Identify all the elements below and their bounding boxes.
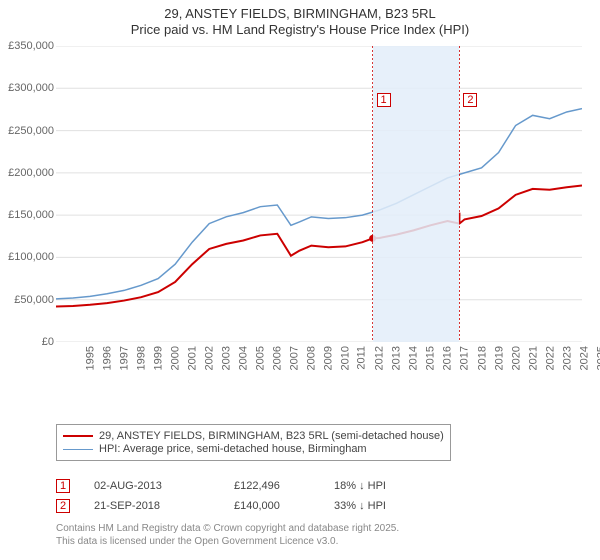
annotation-marker: 1 (377, 93, 391, 107)
x-tick-label: 2000 (170, 346, 182, 370)
footer-line2: This data is licensed under the Open Gov… (56, 535, 399, 548)
highlight-band (373, 46, 460, 342)
x-tick-label: 2017 (459, 346, 471, 370)
x-tick-label: 1996 (102, 346, 114, 370)
x-tick-label: 2025 (595, 346, 600, 370)
x-tick-label: 2019 (493, 346, 505, 370)
chart-svg (56, 46, 582, 342)
legend-swatch (63, 449, 93, 450)
y-tick-label: £250,000 (0, 125, 54, 137)
legend-row: HPI: Average price, semi-detached house,… (63, 443, 444, 455)
x-tick-label: 2001 (187, 346, 199, 370)
transaction-price: £140,000 (234, 500, 334, 512)
x-tick-label: 2004 (238, 346, 250, 370)
x-tick-label: 2015 (425, 346, 437, 370)
y-tick-label: £350,000 (0, 40, 54, 52)
chart-title-block: 29, ANSTEY FIELDS, BIRMINGHAM, B23 5RL P… (0, 0, 600, 37)
y-tick-label: £150,000 (0, 209, 54, 221)
x-tick-label: 2010 (340, 346, 352, 370)
legend: 29, ANSTEY FIELDS, BIRMINGHAM, B23 5RL (… (56, 424, 582, 461)
x-tick-label: 2003 (221, 346, 233, 370)
x-tick-label: 1998 (136, 346, 148, 370)
legend-row: 29, ANSTEY FIELDS, BIRMINGHAM, B23 5RL (… (63, 430, 444, 442)
y-tick-label: £0 (0, 336, 54, 348)
x-tick-label: 2013 (391, 346, 403, 370)
chart-title-line2: Price paid vs. HM Land Registry's House … (0, 22, 600, 37)
y-tick-label: £300,000 (0, 82, 54, 94)
plot-area: 12 (56, 46, 582, 342)
x-tick-label: 2021 (527, 346, 539, 370)
legend-label: HPI: Average price, semi-detached house,… (99, 443, 367, 455)
annotation-marker: 2 (463, 93, 477, 107)
footer: Contains HM Land Registry data © Crown c… (56, 522, 399, 548)
x-tick-label: 2018 (476, 346, 488, 370)
x-tick-label: 2020 (510, 346, 522, 370)
legend-label: 29, ANSTEY FIELDS, BIRMINGHAM, B23 5RL (… (99, 430, 444, 442)
x-tick-label: 2008 (306, 346, 318, 370)
x-tick-label: 2016 (442, 346, 454, 370)
transactions-table: 1 02-AUG-2013£122,49618% ↓ HPI 2 21-SEP-201… (56, 476, 582, 516)
chart-container: £0 £50,000 £100,000 £150,000 £200,000 £250,00… (0, 42, 600, 382)
transaction-price: £122,496 (234, 480, 334, 492)
legend-box: 29, ANSTEY FIELDS, BIRMINGHAM, B23 5RL (… (56, 424, 451, 461)
y-tick-label: £50,000 (0, 294, 54, 306)
x-tick-label: 2002 (204, 346, 216, 370)
x-tick-label: 2007 (289, 346, 301, 370)
legend-swatch (63, 435, 93, 437)
x-tick-label: 2009 (323, 346, 335, 370)
x-tick-label: 1997 (119, 346, 131, 370)
footer-line1: Contains HM Land Registry data © Crown c… (56, 522, 399, 535)
x-tick-label: 1999 (153, 346, 165, 370)
transaction-num: 2 (56, 499, 70, 513)
transaction-diff: 33% ↓ HPI (334, 500, 454, 512)
x-tick-label: 2006 (272, 346, 284, 370)
transaction-date: 02-AUG-2013 (94, 480, 234, 492)
y-tick-label: £100,000 (0, 251, 54, 263)
line-series (56, 109, 582, 307)
transaction-row: 2 21-SEP-2018£140,00033% ↓ HPI (56, 496, 582, 516)
x-tick-label: 2024 (578, 346, 590, 370)
x-tick-label: 2005 (255, 346, 267, 370)
transaction-row: 1 02-AUG-2013£122,49618% ↓ HPI (56, 476, 582, 496)
series-price_paid (56, 186, 582, 307)
transaction-num: 1 (56, 479, 70, 493)
x-tick-label: 2023 (561, 346, 573, 370)
chart-title-line1: 29, ANSTEY FIELDS, BIRMINGHAM, B23 5RL (0, 6, 600, 21)
transaction-diff: 18% ↓ HPI (334, 480, 454, 492)
x-tick-label: 2012 (374, 346, 386, 370)
x-tick-label: 1995 (84, 346, 96, 370)
x-tick-label: 2014 (408, 346, 420, 370)
x-tick-label: 2011 (356, 346, 368, 370)
transaction-date: 21-SEP-2018 (94, 500, 234, 512)
x-tick-label: 2022 (544, 346, 556, 370)
y-tick-label: £200,000 (0, 167, 54, 179)
